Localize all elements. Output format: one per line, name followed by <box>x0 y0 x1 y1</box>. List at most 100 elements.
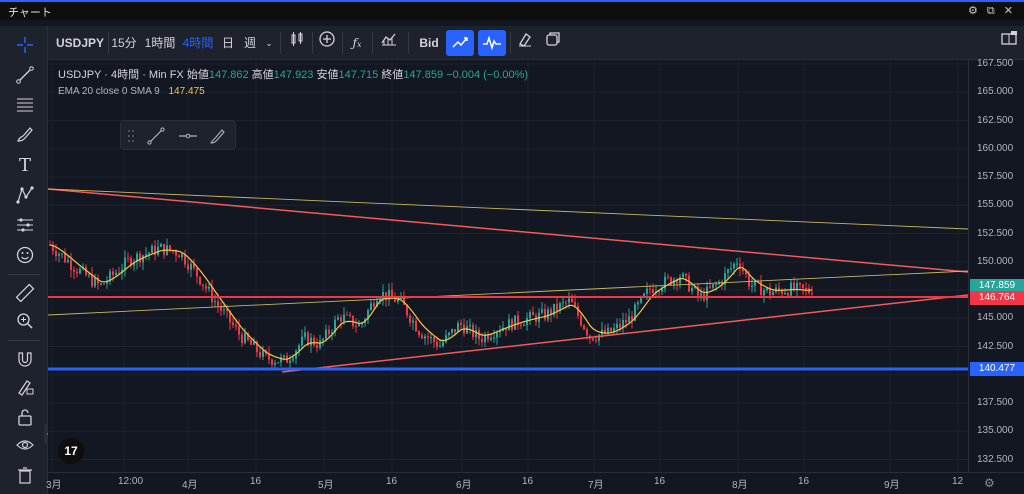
candle-body <box>625 319 627 323</box>
candle-body <box>427 336 429 338</box>
candle-body <box>229 310 231 323</box>
candle-body <box>736 263 738 265</box>
magnet-icon[interactable] <box>12 346 38 372</box>
eye-icon[interactable] <box>12 432 38 458</box>
time-axis[interactable]: 3月 12:00 4月 16 5月 16 6月 16 7月 16 8月 16 9月 12 <box>46 472 1024 494</box>
candle-body <box>235 324 237 327</box>
paint-icon[interactable] <box>514 30 536 56</box>
crosshair-icon[interactable] <box>12 32 38 58</box>
candle-body <box>571 298 573 303</box>
candle-body <box>598 334 600 341</box>
candle-body <box>448 332 450 336</box>
drag-handle-icon[interactable] <box>128 130 134 142</box>
candle-body <box>565 302 567 304</box>
candle-body <box>418 331 420 336</box>
horizontal-line-icon[interactable] <box>179 133 197 139</box>
text-icon[interactable]: T <box>18 154 31 176</box>
unlock-icon[interactable] <box>12 404 38 430</box>
window-title: チャート <box>8 7 52 19</box>
tradingview-logo[interactable]: 17 <box>58 438 84 464</box>
interval-week[interactable]: 週 <box>243 36 256 50</box>
candle-body <box>436 341 438 347</box>
toolbar-divider <box>8 340 40 341</box>
prediction-icon[interactable] <box>12 212 38 238</box>
candle-body <box>724 272 726 285</box>
trendline-icon[interactable] <box>12 62 38 88</box>
candle-body <box>292 358 294 361</box>
legend-low-label: 安値 <box>316 69 339 81</box>
candle-body <box>727 269 729 273</box>
candle-body <box>124 257 126 270</box>
bar-chart-icon[interactable] <box>378 30 400 56</box>
candle-body <box>430 336 432 338</box>
lock-drawing-icon[interactable] <box>12 374 38 400</box>
emoji-icon[interactable] <box>12 242 38 268</box>
candle-body <box>508 319 510 331</box>
candle-body <box>409 315 411 323</box>
candle-body <box>388 290 390 301</box>
candle-body <box>151 245 153 253</box>
ascending-trendline <box>281 294 969 373</box>
candle-body <box>358 324 360 327</box>
candle-body <box>787 293 789 296</box>
price-tick-label: 155.000 <box>977 199 1014 211</box>
layout-icon[interactable] <box>998 30 1020 56</box>
candles-icon[interactable] <box>286 30 308 56</box>
candle-body <box>499 330 501 333</box>
screenshot-icon[interactable] <box>542 30 564 56</box>
time-tick-label: 16 <box>522 476 534 487</box>
toolbar-divider <box>408 32 409 54</box>
candle-body <box>634 304 636 321</box>
pattern-icon[interactable] <box>12 182 38 208</box>
chevron-down-icon[interactable]: ⌄ <box>265 38 273 48</box>
candle-body <box>226 309 228 311</box>
price-tick-label: 142.500 <box>977 340 1014 352</box>
candle-body <box>505 327 507 331</box>
bid-button[interactable]: Bid <box>419 36 439 50</box>
candle-body <box>232 322 234 325</box>
candle-body <box>784 293 786 295</box>
ruler-icon[interactable] <box>12 280 38 306</box>
floating-drawing-toolbar[interactable] <box>120 120 236 150</box>
candle-body <box>112 271 114 275</box>
trash-icon[interactable] <box>12 462 38 488</box>
candle-body <box>730 268 732 270</box>
candle-body <box>484 334 486 342</box>
candle-body <box>520 324 522 326</box>
interval-day[interactable]: 日 <box>221 36 234 50</box>
toolbar-divider <box>108 32 109 54</box>
drawing-toolbar: T <box>0 26 48 494</box>
toolbar-divider <box>372 32 373 54</box>
candle-body <box>61 253 63 255</box>
candle-body <box>139 253 141 263</box>
price-axis[interactable]: 167.500 165.000 162.500 160.000 157.500 155.0… <box>968 58 1024 472</box>
ema-legend[interactable]: EMA 20 close 0 SMA 9 147.475 <box>58 86 205 97</box>
candle-body <box>658 291 660 293</box>
candle-body <box>628 316 630 323</box>
interval-1h[interactable]: 1時間 <box>144 36 176 50</box>
indicators-icon[interactable]: ƒx <box>352 36 362 50</box>
candle-body <box>271 359 273 365</box>
brush-icon[interactable] <box>210 129 225 144</box>
zoom-icon[interactable] <box>12 308 38 334</box>
add-compare-icon[interactable] <box>316 30 338 56</box>
candle-body <box>607 327 609 334</box>
window-controls[interactable]: ⚙ ⧉ ✕ <box>967 5 1016 17</box>
pulse-chart-icon[interactable] <box>478 30 506 56</box>
price-chart[interactable] <box>47 60 969 472</box>
candle-body <box>274 362 276 365</box>
trendline-icon[interactable] <box>147 127 165 145</box>
interval-15m[interactable]: 15分 <box>111 36 137 50</box>
candle-body <box>76 271 78 274</box>
time-tick-label: 16 <box>250 476 262 487</box>
line-chart-icon[interactable] <box>446 30 474 56</box>
symbol-button[interactable]: USDJPY <box>56 36 105 50</box>
candle-body <box>439 345 441 347</box>
fib-icon[interactable] <box>12 92 38 118</box>
brush-icon[interactable] <box>12 122 38 148</box>
candle-body <box>145 254 147 256</box>
interval-4h[interactable]: 4時間 <box>182 36 214 50</box>
candle-body <box>616 323 618 329</box>
gear-icon[interactable]: ⚙ <box>984 476 995 490</box>
candle-body <box>241 334 243 344</box>
